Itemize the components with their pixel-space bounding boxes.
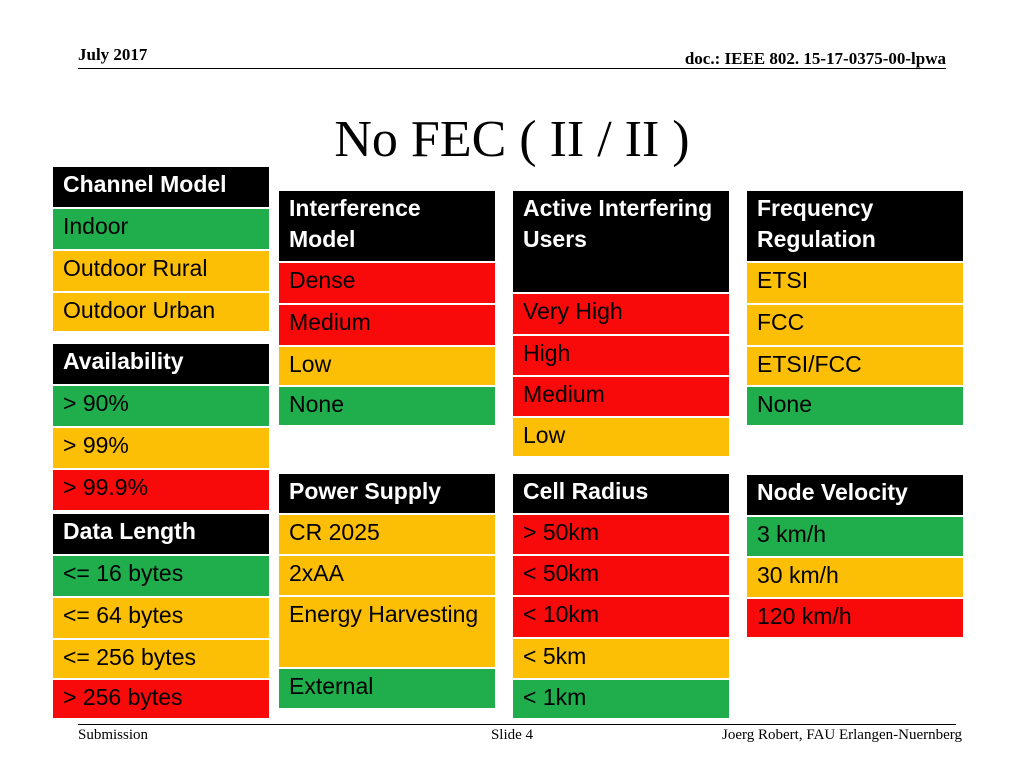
frequency-regulation-option-none: None xyxy=(747,387,963,427)
node-velocity-header: Node Velocity xyxy=(747,475,963,517)
active-interfering-users-option-high: High xyxy=(513,336,729,377)
frequency-regulation-option-etsi: ETSI xyxy=(747,263,963,305)
footer-submission: Submission xyxy=(78,727,149,743)
active-interfering-users-option-medium: Medium xyxy=(513,377,729,418)
channel-model-header: Channel Model xyxy=(53,167,269,209)
node-velocity-option-3kmh: 3 km/h xyxy=(747,517,963,558)
cell-radius-option-under-1km: < 1km xyxy=(513,680,729,720)
node-velocity-option-30kmh: 30 km/h xyxy=(747,558,963,599)
active-interfering-users-option-low: Low xyxy=(513,418,729,458)
data-length-header: Data Length xyxy=(53,514,269,556)
interference-model-option-low: Low xyxy=(279,347,495,387)
interference-model-header: Interference Model xyxy=(279,191,495,263)
footer-author: Joerg Robert, FAU Erlangen-Nuernberg xyxy=(722,727,962,743)
availability-option-99: > 99% xyxy=(53,428,269,470)
interference-model-option-medium: Medium xyxy=(279,305,495,347)
node-velocity-option-120kmh: 120 km/h xyxy=(747,599,963,639)
cell-radius-option-under-5km: < 5km xyxy=(513,639,729,680)
active-interfering-users-header: Active Interfering Users xyxy=(513,191,729,294)
footer-slide-number: Slide 4 xyxy=(490,727,534,743)
data-length-option-over-256: > 256 bytes xyxy=(53,680,269,720)
data-length-option-256: <= 256 bytes xyxy=(53,640,269,680)
interference-model-option-none: None xyxy=(279,387,495,427)
availability-header: Availability xyxy=(53,344,269,386)
header-document-id: doc.: IEEE 802. 15-17-0375-00-lpwa xyxy=(684,49,946,68)
power-supply-header: Power Supply xyxy=(279,474,495,515)
footer-divider xyxy=(78,724,956,725)
data-length-option-16: <= 16 bytes xyxy=(53,556,269,598)
cell-radius-header: Cell Radius xyxy=(513,474,729,515)
frequency-regulation-option-etsi-fcc: ETSI/FCC xyxy=(747,347,963,387)
slide-title: No FEC ( II / II ) xyxy=(334,111,690,168)
data-length-option-64: <= 64 bytes xyxy=(53,598,269,640)
cell-radius-option-under-10km: < 10km xyxy=(513,597,729,639)
frequency-regulation-header: Frequency Regulation xyxy=(747,191,963,263)
power-supply-option-energy-harvesting: Energy Harvesting xyxy=(279,597,495,669)
power-supply-option-2xaa: 2xAA xyxy=(279,556,495,597)
availability-option-90: > 90% xyxy=(53,386,269,428)
active-interfering-users-option-very-high: Very High xyxy=(513,294,729,336)
header-divider xyxy=(78,68,946,69)
header-date: July 2017 xyxy=(78,45,148,64)
channel-model-option-indoor: Indoor xyxy=(53,209,269,251)
availability-option-99-9: > 99.9% xyxy=(53,470,269,512)
channel-model-option-outdoor-urban: Outdoor Urban xyxy=(53,293,269,333)
frequency-regulation-option-fcc: FCC xyxy=(747,305,963,347)
interference-model-option-dense: Dense xyxy=(279,263,495,305)
channel-model-option-outdoor-rural: Outdoor Rural xyxy=(53,251,269,293)
cell-radius-option-under-50km: < 50km xyxy=(513,556,729,597)
power-supply-option-cr2025: CR 2025 xyxy=(279,515,495,556)
cell-radius-option-over-50km: > 50km xyxy=(513,515,729,556)
power-supply-option-external: External xyxy=(279,669,495,710)
